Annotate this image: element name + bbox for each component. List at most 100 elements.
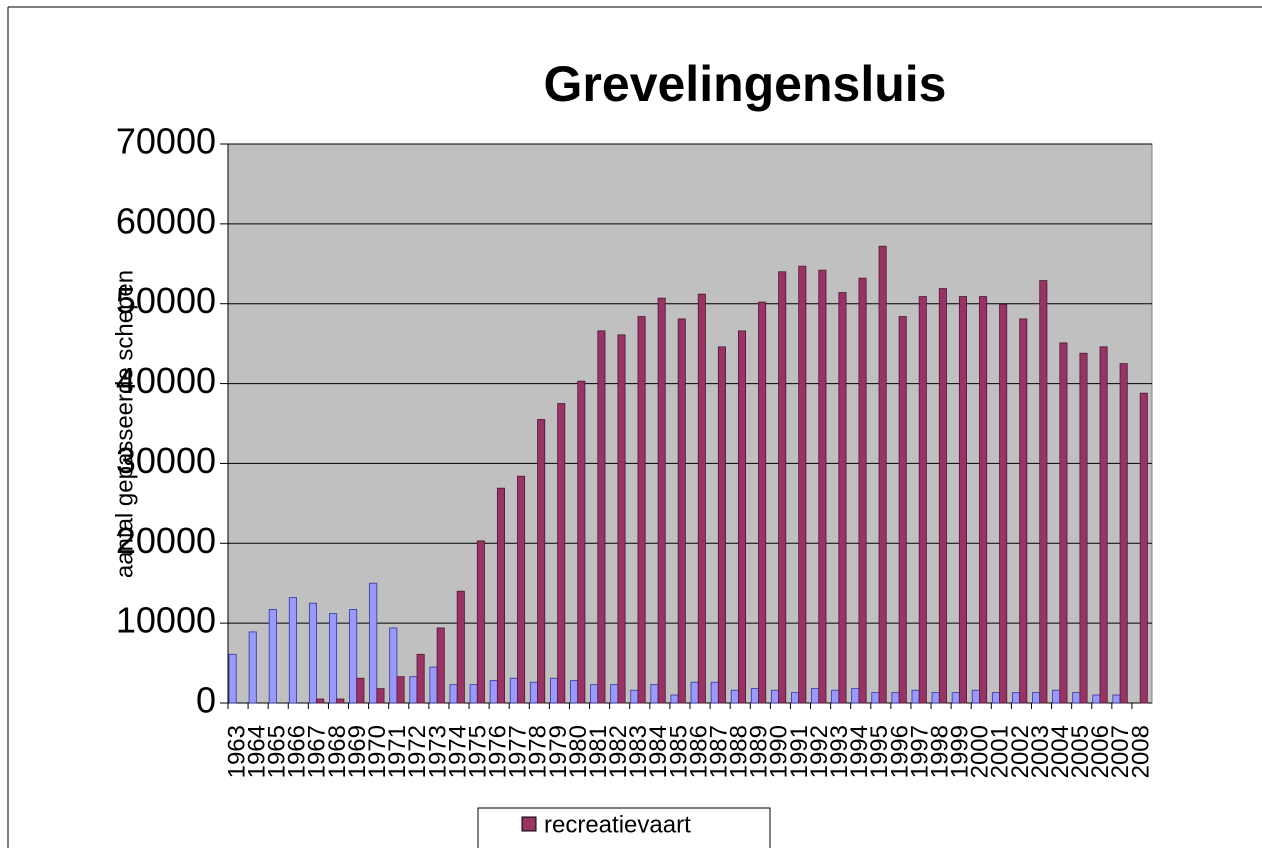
bar (369, 582, 378, 704)
bar (818, 269, 827, 704)
bar (1079, 352, 1088, 704)
bar (1139, 392, 1148, 704)
y-tick-label: 40000 (116, 360, 216, 401)
bar (758, 301, 767, 704)
bar (958, 296, 967, 704)
x-tick-label: 1981 (585, 725, 612, 778)
bar (248, 631, 257, 704)
x-tick-label: 1996 (886, 725, 913, 778)
bar (597, 330, 606, 704)
bar (590, 684, 599, 704)
x-tick-label: 1969 (344, 725, 371, 778)
x-tick-label: 1995 (866, 725, 893, 778)
x-tick-label: 2000 (967, 725, 994, 778)
bar (750, 688, 759, 704)
bar (630, 689, 639, 704)
bar (798, 265, 807, 704)
bar (738, 330, 747, 704)
x-tick-label: 1997 (906, 725, 933, 778)
bar (697, 293, 706, 704)
bar (436, 627, 445, 704)
bar (509, 677, 518, 704)
bar (610, 684, 619, 704)
x-tick-label: 1980 (565, 725, 592, 778)
x-tick-label: 1975 (464, 725, 491, 778)
bar (851, 688, 860, 704)
x-tick-label: 1963 (223, 725, 250, 778)
x-tick-label: 2007 (1107, 725, 1134, 778)
bar (710, 681, 719, 704)
bar (657, 297, 666, 704)
bar (1099, 346, 1108, 704)
bar (670, 694, 679, 704)
x-tick-label: 1967 (304, 725, 331, 778)
y-tick-label: 20000 (116, 520, 216, 561)
bar (911, 689, 920, 704)
bar (316, 698, 325, 704)
x-tick-label: 1970 (364, 725, 391, 778)
y-tick-label: 0 (196, 680, 216, 721)
bar (811, 688, 820, 704)
x-tick-label: 1978 (525, 725, 552, 778)
bar (288, 597, 297, 704)
bar (831, 689, 840, 704)
bar (637, 316, 646, 704)
bar (778, 271, 787, 704)
x-tick-label: 1973 (424, 725, 451, 778)
y-tick-label: 10000 (116, 600, 216, 641)
x-tick-label: 2006 (1087, 725, 1114, 778)
bar (396, 676, 405, 704)
x-tick-label: 2005 (1067, 725, 1094, 778)
x-tick-label: 1985 (665, 725, 692, 778)
bar (557, 403, 566, 704)
bar (979, 296, 988, 704)
x-tick-label: 1998 (926, 725, 953, 778)
bar (336, 698, 345, 704)
y-tick-label: 30000 (116, 440, 216, 481)
bar (376, 688, 385, 704)
bar (456, 590, 465, 704)
bar (918, 296, 927, 704)
x-tick-label: 1990 (766, 725, 793, 778)
x-tick-label: 1983 (625, 725, 652, 778)
x-tick-label: 2003 (1027, 725, 1054, 778)
x-tick-label: 1992 (806, 725, 833, 778)
bar (349, 609, 358, 704)
bar (938, 288, 947, 704)
x-tick-label: 2004 (1047, 725, 1074, 778)
bar (476, 540, 485, 704)
x-tick-label: 1971 (384, 725, 411, 778)
x-tick-label: 1968 (324, 725, 351, 778)
x-tick-label: 1993 (826, 725, 853, 778)
bar (1019, 318, 1028, 704)
bar (690, 681, 699, 704)
bar (416, 653, 425, 704)
bar (1059, 342, 1068, 704)
bar (891, 692, 900, 704)
bar (1112, 694, 1121, 704)
bar (329, 613, 338, 704)
bar (537, 419, 546, 704)
x-tick-label: 1991 (786, 725, 813, 778)
bar (617, 334, 626, 704)
y-axis-label: aantal gepasseerde schepen (111, 270, 138, 578)
bar (971, 689, 980, 704)
bar (409, 676, 418, 704)
bar (791, 692, 800, 704)
bar (650, 684, 659, 704)
x-tick-label: 1966 (284, 725, 311, 778)
bar (1092, 694, 1101, 704)
x-tick-label: 1988 (726, 725, 753, 778)
legend-label: recreatievaart (544, 811, 691, 838)
bar (717, 346, 726, 704)
x-tick-label: 2001 (987, 725, 1014, 778)
x-tick-label: 1986 (685, 725, 712, 778)
bar (871, 692, 880, 704)
bar (931, 692, 940, 704)
bar (1039, 280, 1048, 704)
x-tick-label: 1989 (746, 725, 773, 778)
bar (228, 653, 237, 704)
bar (1011, 692, 1021, 704)
bar (308, 602, 317, 704)
bar (570, 680, 579, 704)
